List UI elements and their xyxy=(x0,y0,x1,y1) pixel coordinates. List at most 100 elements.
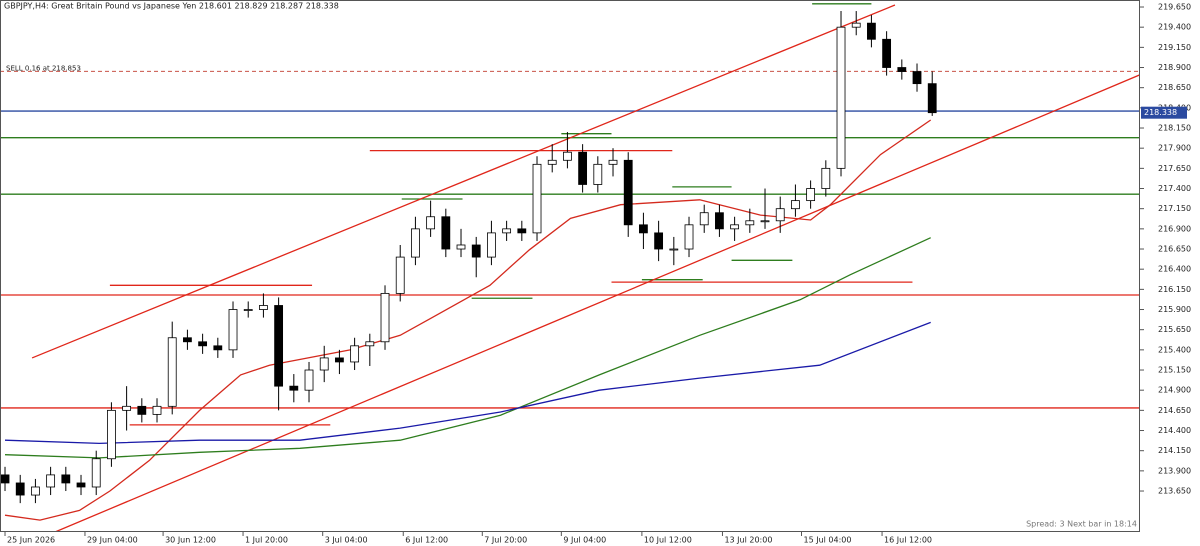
candle-body xyxy=(563,151,572,161)
y-tick-label: 216.650 xyxy=(1158,245,1191,254)
y-tick-label: 214.900 xyxy=(1158,386,1191,395)
candle-body xyxy=(532,163,542,234)
candle-body xyxy=(897,67,907,72)
y-tick-label: 214.400 xyxy=(1158,426,1191,435)
candle-body xyxy=(167,337,177,407)
x-tick-label: 29 Jun 04:00 xyxy=(87,536,138,545)
plot-area: SELL 0.16 at 218.853 xyxy=(0,3,1140,532)
candle-body xyxy=(639,224,648,234)
candle-body xyxy=(304,369,314,391)
candle-body xyxy=(715,212,724,230)
x-tick-label: 13 Jul 20:00 xyxy=(724,536,772,545)
y-tick-label: 217.900 xyxy=(1158,144,1191,153)
candle-body xyxy=(623,159,633,226)
x-tick-label: 7 Jul 20:00 xyxy=(484,536,527,545)
x-tick-label: 1 Jul 20:00 xyxy=(245,536,288,545)
candle-body xyxy=(335,357,344,363)
x-tick-label: 16 Jul 12:00 xyxy=(884,536,932,545)
candle-body xyxy=(31,486,40,496)
candle-body xyxy=(243,309,253,311)
y-tick-label: 217.150 xyxy=(1158,204,1191,213)
candle-body xyxy=(259,305,268,310)
price-tag-label: 218.338 xyxy=(1144,108,1177,117)
candle-body xyxy=(654,232,664,250)
candle-body xyxy=(15,482,25,496)
candle-body xyxy=(426,216,436,230)
candle-body xyxy=(806,188,816,202)
candle-body xyxy=(350,345,360,363)
candle-body xyxy=(684,224,694,250)
candle-body xyxy=(487,232,496,258)
x-tick-label: 30 Jun 12:00 xyxy=(165,536,216,545)
trend-channel xyxy=(31,4,896,359)
y-tick-label: 213.900 xyxy=(1158,466,1191,475)
candle-body xyxy=(380,292,390,343)
plot-border xyxy=(0,0,1140,532)
y-tick-label: 215.650 xyxy=(1158,325,1191,334)
y-tick-label: 213.650 xyxy=(1158,487,1191,496)
candle-body xyxy=(791,200,800,210)
candle-body xyxy=(745,220,755,226)
candle-body xyxy=(228,309,238,351)
candle-body xyxy=(699,212,709,226)
y-tick-label: 216.400 xyxy=(1158,265,1191,274)
x-tick-label: 10 Jul 12:00 xyxy=(644,536,692,545)
x-tick-label: 9 Jul 04:00 xyxy=(563,536,606,545)
order-label: SELL 0.16 at 218.853 xyxy=(6,64,81,72)
candle-body xyxy=(122,405,132,411)
candle-body xyxy=(608,159,618,165)
moving-average xyxy=(4,321,931,445)
price-tag xyxy=(1141,106,1187,119)
candle-body xyxy=(502,228,512,234)
y-tick-label: 217.400 xyxy=(1158,184,1191,193)
candle-body xyxy=(517,228,527,234)
x-tick-label: 15 Jul 04:00 xyxy=(803,536,851,545)
candle-body xyxy=(775,208,785,222)
y-tick-label: 218.650 xyxy=(1158,83,1191,92)
candle-body xyxy=(46,474,56,488)
candle-body xyxy=(411,228,420,258)
candle-body xyxy=(91,458,101,488)
x-tick-label: 25 Jun 2026 xyxy=(7,536,55,545)
candle-body xyxy=(319,357,329,371)
y-tick-label: 215.900 xyxy=(1158,305,1191,314)
candle-body xyxy=(183,337,192,343)
candle-body xyxy=(912,71,922,85)
y-tick-label: 219.150 xyxy=(1158,43,1191,52)
candle-body xyxy=(107,409,116,460)
y-tick-label: 218.150 xyxy=(1158,124,1191,133)
candle-body xyxy=(395,256,405,294)
candle-body xyxy=(289,385,299,391)
candle-body xyxy=(274,305,284,387)
y-tick-label: 214.150 xyxy=(1158,446,1191,455)
candle-body xyxy=(851,22,861,28)
y-tick-label: 214.650 xyxy=(1158,406,1191,415)
candle-body xyxy=(137,405,147,415)
candle-body xyxy=(213,345,223,351)
y-tick-label: 219.400 xyxy=(1158,23,1191,32)
candle-body xyxy=(821,167,831,189)
candle-body xyxy=(593,163,603,185)
x-tick-label: 3 Jul 04:00 xyxy=(325,536,368,545)
status-text: Spread: 3 Next bar in 18:14 xyxy=(1026,520,1137,529)
candle-body xyxy=(760,220,770,223)
candle-body xyxy=(76,482,86,488)
candle-body xyxy=(882,38,892,68)
candle-body xyxy=(547,159,557,165)
trend-channel xyxy=(54,74,1140,532)
candle-body xyxy=(198,341,208,347)
candle-body xyxy=(61,474,71,484)
moving-average xyxy=(4,119,932,521)
y-tick-label: 219.650 xyxy=(1158,3,1191,12)
y-tick-label: 216.150 xyxy=(1158,285,1191,294)
candle-body xyxy=(441,216,451,250)
candle-body xyxy=(927,83,937,114)
x-tick-label: 6 Jul 12:00 xyxy=(405,536,448,545)
candle-body xyxy=(836,26,846,169)
y-tick-label: 215.150 xyxy=(1158,366,1191,375)
y-tick-label: 218.900 xyxy=(1158,63,1191,72)
candle-body xyxy=(730,224,740,230)
